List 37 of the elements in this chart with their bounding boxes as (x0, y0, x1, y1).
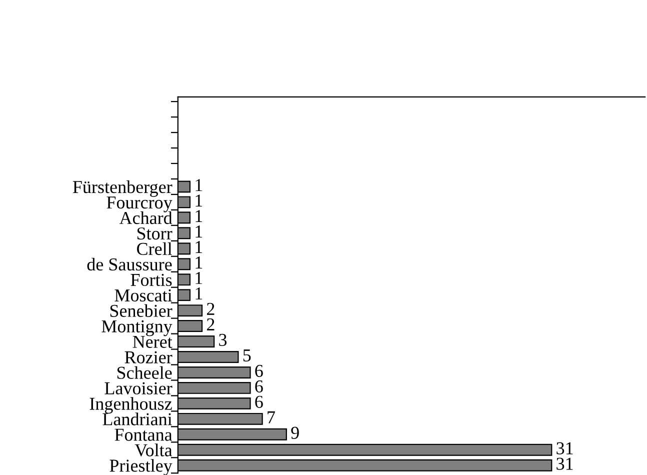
data-label: 6 (255, 396, 263, 408)
y-tick-label: de Saussure (87, 258, 172, 271)
data-label: 6 (255, 380, 263, 392)
data-label: 1 (196, 210, 202, 222)
data-label: 1 (196, 256, 202, 268)
data-label: 2 (206, 318, 214, 330)
y-tick-label: Volta (134, 444, 172, 456)
y-tick-label: Montigny (102, 320, 172, 336)
y-tick-label: Rozier (124, 351, 172, 364)
data-label: 1 (196, 226, 202, 238)
data-label: 1 (196, 272, 202, 284)
y-tick-label: Storr (137, 227, 172, 240)
data-label: 31 (556, 442, 573, 454)
data-label: 2 (206, 302, 214, 315)
y-tick-label: Fürstenberger (72, 180, 172, 197)
data-label: 5 (243, 350, 251, 362)
data-label: 1 (196, 179, 202, 192)
y-tick-label: Lavoisier (104, 382, 172, 394)
data-label: 7 (268, 411, 275, 424)
data-label: 3 (219, 334, 227, 346)
data-label: 9 (291, 426, 299, 439)
y-tick-label: Landriani (102, 412, 172, 426)
data-label: 1 (196, 241, 202, 253)
y-tick-label: Senebier (110, 304, 172, 317)
y-tick-label: Fontana (114, 428, 172, 441)
y-tick-label: Crell (137, 242, 172, 256)
y-tick-label: Scheele (117, 366, 172, 379)
y-tick-label: Fourcroy (106, 196, 172, 212)
data-label: 1 (196, 194, 202, 207)
y-tick-label: Fortis (130, 274, 172, 286)
data-label: 6 (255, 364, 263, 377)
y-tick-label: Moscati (114, 289, 172, 302)
data-label: 1 (196, 287, 202, 300)
data-label: 31 (556, 458, 573, 470)
y-tick-label: Neret (132, 336, 172, 348)
y-tick-label: Achard (119, 211, 172, 224)
y-tick-label: Ingenhousz (90, 397, 172, 414)
